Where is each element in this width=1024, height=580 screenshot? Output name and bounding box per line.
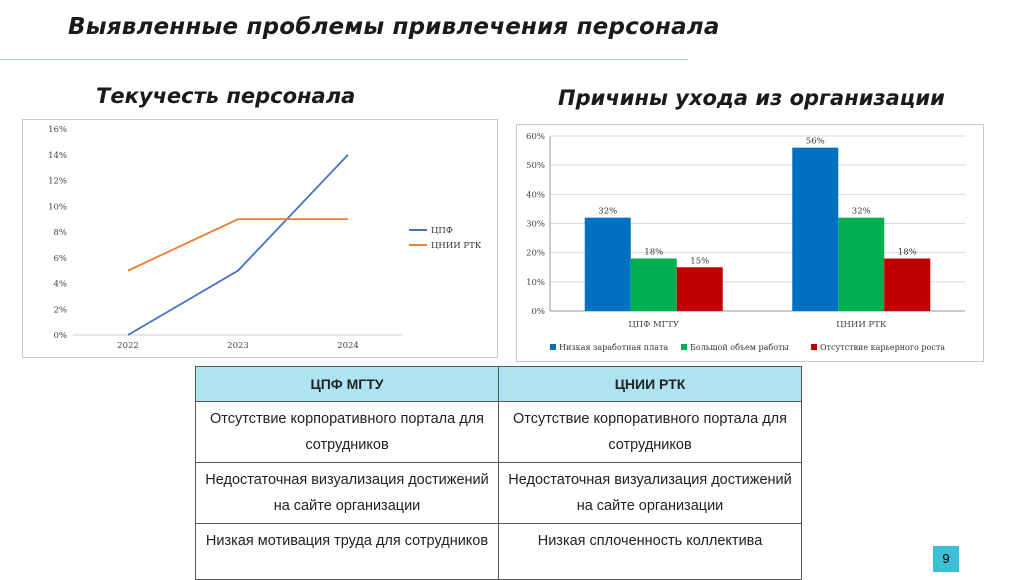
table-row: Недостаточная визуализация достижений на… [195,462,802,524]
data-label: 32% [852,207,871,217]
table-cell: Недостаточная визуализация достижений на… [498,462,802,524]
data-label: 15% [690,256,709,266]
y-tick-label: 60% [526,132,545,142]
table-cell: Отсутствие корпоративного портала для со… [195,401,499,463]
page-number-badge: 9 [933,546,959,572]
table-cell: Низкая мотивация труда для сотрудников [195,523,499,580]
data-label: 32% [598,207,617,217]
y-tick-label: 30% [526,220,545,230]
y-tick-label: 20% [526,249,545,259]
bar [676,267,723,311]
y-tick-label: 0% [532,307,546,317]
x-tick-label: 2023 [227,341,249,351]
title-underline [0,59,688,60]
y-tick-label: 16% [48,125,67,135]
bar [838,217,885,311]
x-tick-label: ЦПФ МГТУ [628,320,680,330]
table-cell: Низкая сплоченность коллектива [498,523,802,580]
table-header-cpf: ЦПФ МГТУ [195,366,499,402]
series-line [127,154,349,336]
bar [792,147,839,311]
leaving-reasons-bar-chart-svg: 0% 10% 20% 30% 40% 50% 60% 32% 18% 15% ЦПФ МГТУ 56%… [526,132,965,352]
leaving-reasons-heading: Причины ухода из организации [558,86,945,110]
table-cell: Отсутствие корпоративного портала для со… [498,401,802,463]
table-row: Отсутствие корпоративного портала для со… [195,401,802,463]
bar [630,258,677,311]
y-tick-label: 4% [54,280,68,290]
legend-label: ЦПФ [431,226,453,236]
legend-label: Низкая заработная плата [559,343,668,352]
y-tick-label: 2% [54,305,68,315]
table-cell: Недостаточная визуализация достижений на… [195,462,499,524]
table-header-tsnii: ЦНИИ РТК [498,366,802,402]
y-tick-label: 8% [54,228,68,238]
y-tick-label: 10% [48,202,67,212]
table-header-row: ЦПФ МГТУ ЦНИИ РТК [195,366,802,402]
slide-title: Выявленные проблемы привлечения персонал… [68,14,720,40]
legend-label: Большой объем работы [690,343,789,352]
data-label: 18% [644,248,663,258]
legend-swatch [811,344,817,350]
x-tick-label: 2022 [117,341,139,351]
turnover-heading: Текучесть персонала [96,84,356,108]
turnover-line-chart-svg: 0% 2% 4% 6% 8% 10% 12% 14% 16% 2022 2023 2024 ЦПФ ЦНИ… [48,125,482,351]
y-tick-label: 10% [526,278,545,288]
bar [884,258,931,311]
x-tick-label: ЦНИИ РТК [836,320,887,330]
legend-swatch [550,344,556,350]
y-tick-label: 40% [526,190,545,200]
legend-swatch [681,344,687,350]
y-tick-label: 50% [526,161,545,171]
leaving-reasons-bar-chart: 0% 10% 20% 30% 40% 50% 60% 32% 18% 15% ЦПФ МГТУ 56%… [516,124,984,362]
table-row: Низкая мотивация труда для сотрудников Н… [195,523,802,580]
data-label: 56% [806,137,825,147]
y-tick-label: 0% [54,331,68,341]
x-tick-label: 2024 [337,341,359,351]
bar [584,217,631,311]
y-tick-label: 6% [54,254,68,264]
turnover-line-chart: 0% 2% 4% 6% 8% 10% 12% 14% 16% 2022 2023 2024 ЦПФ ЦНИ… [22,119,498,358]
legend-label: Отсутствие карьерного роста [820,343,945,352]
series-line [127,218,348,272]
y-tick-label: 12% [48,177,67,187]
legend-label: ЦНИИ РТК [431,241,482,251]
y-tick-label: 14% [48,151,67,161]
problems-table: ЦПФ МГТУ ЦНИИ РТК Отсутствие корпоративн… [195,366,802,580]
data-label: 18% [898,248,917,258]
